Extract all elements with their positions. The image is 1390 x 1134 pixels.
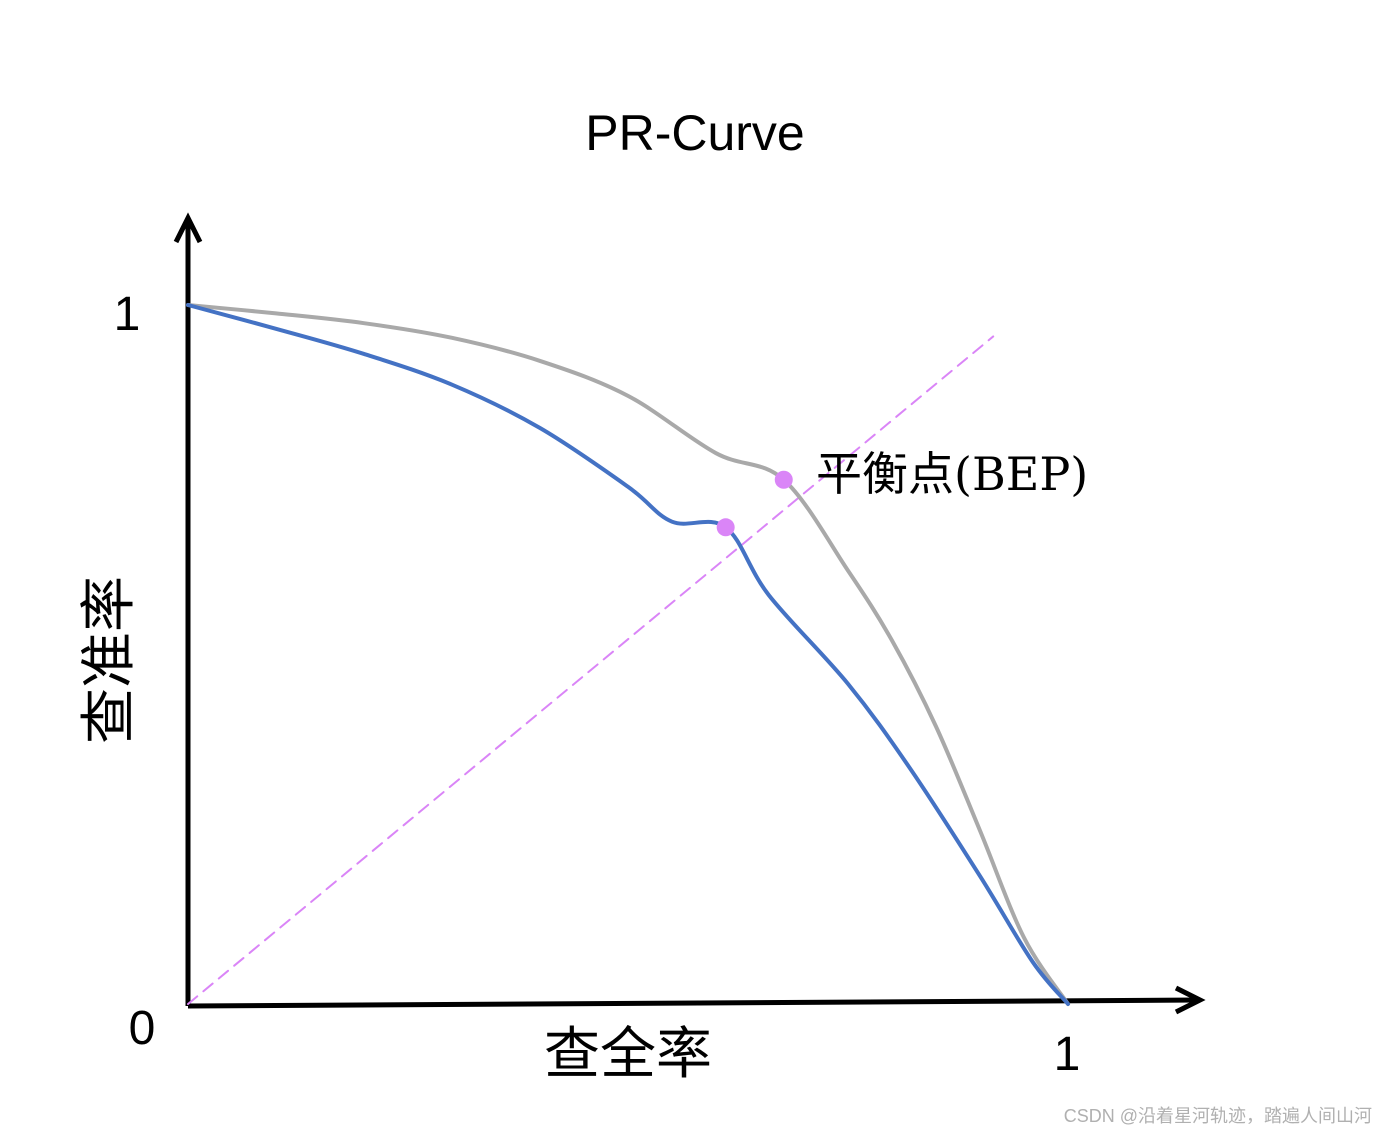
bep-points-layer xyxy=(716,470,793,537)
x-axis-label: 查全率 xyxy=(544,1022,712,1087)
bep-diagonal-line xyxy=(187,335,995,1005)
series-layer xyxy=(186,303,1070,1006)
watermark: CSDN @沿着星河轨迹，踏遍人间山河 xyxy=(1064,1106,1372,1126)
y-axis-label: 查准率 xyxy=(77,576,142,744)
series-line-0 xyxy=(186,303,1070,1006)
series-line-1 xyxy=(186,303,1070,1006)
x-tick-label-1: 1 xyxy=(1054,1028,1081,1081)
bep-point-1 xyxy=(774,470,793,489)
bep-annotation: 平衡点(BEP) xyxy=(816,447,1088,501)
x-axis xyxy=(187,997,1199,1009)
x-axis-arrowhead xyxy=(1174,985,1206,1015)
chart-title: PR-Curve xyxy=(585,105,804,161)
bep-point-0 xyxy=(716,518,735,537)
y-axis-arrowhead xyxy=(173,212,203,244)
x-tick-label-0: 0 xyxy=(129,1002,156,1055)
y-tick-label-1: 1 xyxy=(114,288,141,341)
